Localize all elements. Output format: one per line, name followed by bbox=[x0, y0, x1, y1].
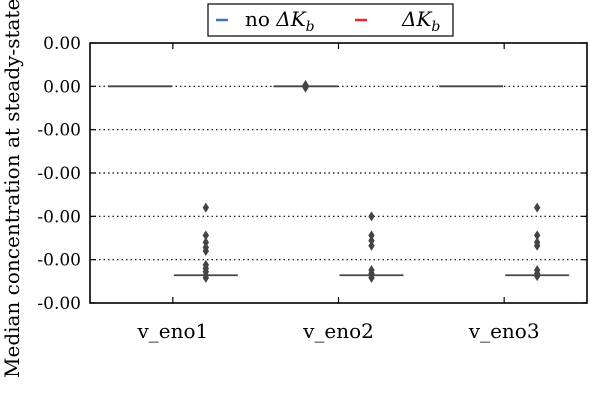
y-tick-label: -0.00 bbox=[37, 207, 81, 227]
legend-label-delta-kb: ΔKb bbox=[401, 7, 440, 35]
x-category-label: v_eno2 bbox=[302, 319, 374, 343]
outlier-point bbox=[202, 272, 210, 283]
outlier-point bbox=[202, 246, 210, 256]
y-tick-label: 0.00 bbox=[43, 34, 81, 54]
outlier-point bbox=[202, 230, 210, 241]
y-axis-label: Median concentration at steady-state ( bbox=[0, 0, 24, 378]
outlier-point bbox=[368, 230, 375, 241]
y-axis-ticks: 0.00 0.00 -0.00 -0.00 -0.00 -0.00 -0.00 bbox=[37, 34, 587, 314]
grid-lines bbox=[90, 85, 587, 261]
outlier-point bbox=[202, 202, 210, 213]
outlier-point bbox=[533, 240, 541, 251]
outlier-point bbox=[202, 237, 210, 248]
x-axis-categories: v_eno1 v_eno2 v_eno3 bbox=[136, 319, 539, 343]
outlier-point bbox=[368, 272, 375, 283]
legend-label-no-delta-kb: no ΔKb bbox=[245, 7, 315, 35]
outlier-point bbox=[368, 240, 375, 251]
x-category-label: v_eno1 bbox=[136, 319, 208, 343]
outlier-point bbox=[302, 82, 309, 93]
outlier-point bbox=[368, 211, 375, 222]
y-tick-label: -0.00 bbox=[37, 294, 81, 314]
outlier-point bbox=[533, 202, 541, 213]
legend: no ΔKb ΔKb bbox=[207, 3, 454, 37]
x-category-label: v_eno3 bbox=[468, 319, 540, 343]
y-tick-label: -0.00 bbox=[37, 164, 81, 184]
outlier-point bbox=[533, 271, 541, 282]
y-tick-label: 0.00 bbox=[43, 77, 81, 97]
y-tick-label: -0.00 bbox=[37, 251, 81, 271]
legend-frame bbox=[207, 3, 454, 37]
outlier-point bbox=[533, 230, 541, 241]
data-marks bbox=[107, 80, 570, 283]
outlier-point bbox=[368, 235, 375, 246]
y-tick-label: -0.00 bbox=[37, 121, 81, 141]
